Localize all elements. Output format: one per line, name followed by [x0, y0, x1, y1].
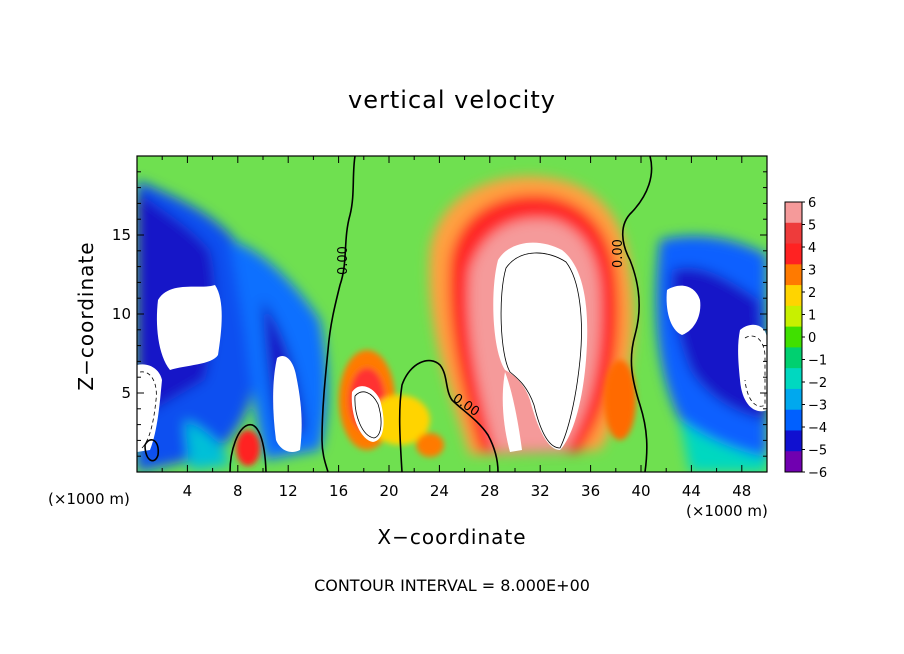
colorbar-label: 4	[808, 241, 816, 256]
colorbar-swatch	[785, 264, 802, 286]
zero-contour-mid	[398, 359, 499, 472]
colorbar-label: 3	[808, 264, 816, 279]
zero-contour-right	[621, 156, 653, 472]
x-axis-ticks: 4 8 12 16 20 24 28 32 36 40 44 48	[161, 156, 751, 500]
velocity-field: 0.00 0.00 0.00	[137, 156, 767, 472]
x-tick-label: 28	[480, 482, 499, 500]
x-tick-label: 4	[183, 482, 193, 500]
x-tick-label: 20	[379, 482, 398, 500]
colorbar-swatch	[785, 388, 802, 411]
negative-contour-right	[744, 335, 766, 407]
colorbar-swatch	[785, 305, 802, 328]
y-axis-label: Z−coordinate	[74, 241, 98, 391]
inner-contour-secondary	[354, 391, 382, 439]
x-tick-label: 8	[233, 482, 243, 500]
colorbar-label: 0	[808, 331, 816, 346]
x-axis-unit: (×1000 m)	[686, 502, 768, 520]
y-axis-ticks: 5 10 15	[112, 171, 767, 457]
x-tick-label: 12	[279, 482, 298, 500]
colorbar-label: −6	[808, 466, 827, 481]
y-axis-unit: (×1000 m)	[48, 490, 130, 508]
y-tick-label: 5	[121, 384, 131, 402]
negative-contours	[139, 335, 766, 449]
contour-label-right: 0.00	[611, 239, 626, 268]
colorbar-label: 6	[808, 196, 816, 211]
y-tick-label: 10	[112, 305, 131, 323]
contour-label-left: 0.00	[336, 246, 351, 275]
zero-contours	[144, 156, 653, 472]
zero-contour-small-left	[229, 424, 267, 472]
inner-contours	[354, 252, 582, 449]
contour-interval-note: CONTOUR INTERVAL = 8.000E+00	[314, 576, 590, 595]
colorbar-swatch	[785, 222, 802, 245]
colorbar-label: 5	[808, 219, 816, 234]
x-tick-label: 48	[732, 482, 751, 500]
zero-contour-loop	[144, 439, 160, 462]
colorbar-swatch	[785, 347, 802, 369]
x-tick-label: 16	[329, 482, 348, 500]
negative-contour-left	[139, 371, 157, 449]
x-tick-label: 24	[430, 482, 449, 500]
colorbar-label: −3	[808, 399, 827, 414]
x-tick-label: 36	[581, 482, 600, 500]
chart-title: vertical velocity	[348, 86, 556, 114]
colorbar-label: 2	[808, 286, 816, 301]
colorbar: 6 5 4 3 2 1 0 −1 −2 −3 −4 −5 −6	[784, 196, 827, 481]
colorbar-swatch	[785, 202, 802, 224]
colorbar-swatch	[785, 285, 802, 307]
colorbar-label: −1	[808, 354, 827, 369]
colorbar-label: −4	[808, 421, 827, 436]
colorbar-swatch	[785, 430, 802, 452]
colorbar-label: 1	[808, 309, 816, 324]
x-axis-label: X−coordinate	[377, 525, 527, 549]
colorbar-swatch	[785, 409, 802, 431]
zero-contour-left	[321, 156, 356, 472]
x-tick-label: 44	[682, 482, 701, 500]
y-tick-label: 15	[112, 226, 131, 244]
colorbar-swatch	[785, 368, 802, 390]
colorbar-swatch	[785, 326, 802, 348]
colorbar-label: −5	[808, 444, 827, 459]
colorbar-swatch	[785, 451, 802, 473]
out-of-range-cores	[137, 242, 767, 452]
inner-contour-core	[500, 252, 582, 449]
colorbar-label: −2	[808, 376, 827, 391]
x-tick-label: 40	[631, 482, 650, 500]
x-tick-label: 32	[531, 482, 550, 500]
colorbar-swatch	[785, 243, 802, 265]
